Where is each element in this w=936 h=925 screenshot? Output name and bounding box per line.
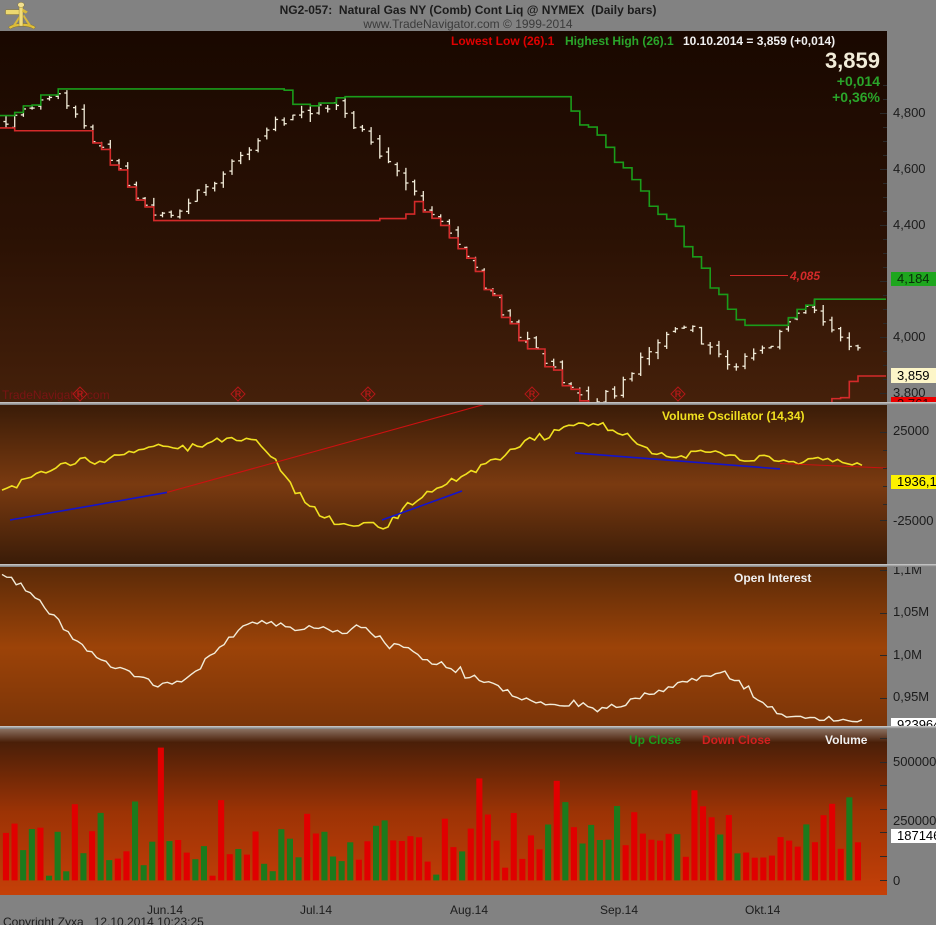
svg-text:R: R (365, 389, 372, 399)
svg-text:R: R (675, 389, 682, 399)
svg-text:R: R (235, 389, 242, 399)
svg-text:R: R (77, 389, 84, 399)
svg-text:R: R (529, 389, 536, 399)
